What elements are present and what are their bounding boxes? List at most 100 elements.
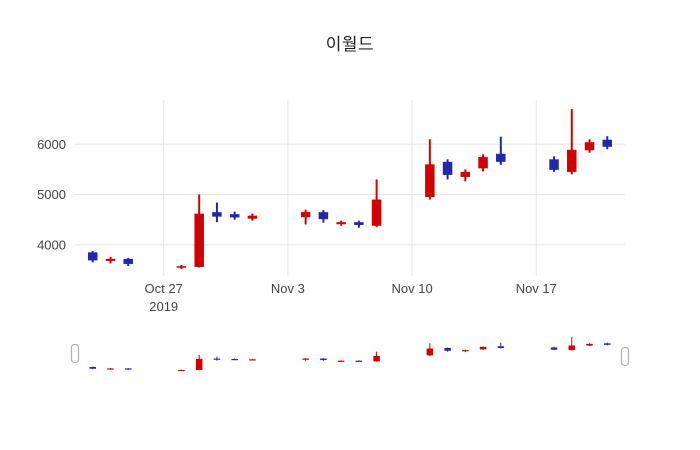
mini-candle [249, 358, 256, 361]
candle[interactable] [247, 213, 258, 221]
candle-body [444, 348, 451, 351]
chart-title: 이월드 [325, 35, 375, 54]
candle-body [229, 214, 240, 218]
candle-body [549, 159, 559, 170]
mini-candle [178, 369, 185, 372]
y-tick-label: 6000 [37, 137, 66, 152]
gridlines [75, 100, 625, 276]
candle-body [479, 346, 487, 350]
x-tick-label: Nov 17 [516, 281, 557, 296]
candle[interactable] [496, 136, 506, 165]
mini-candle [479, 346, 487, 351]
mini-candle [568, 336, 576, 351]
candle-body [442, 161, 453, 175]
candle-body [426, 348, 434, 356]
mini-candle [444, 347, 451, 352]
mini-candle [124, 368, 132, 370]
mini-candle [89, 366, 96, 370]
candle[interactable] [105, 256, 116, 264]
candle-body [194, 213, 204, 267]
candle[interactable] [442, 159, 453, 180]
candle-body [478, 157, 488, 169]
candle-body [497, 346, 505, 349]
rangeslider-handle-right[interactable] [620, 346, 630, 367]
candle[interactable] [584, 139, 595, 153]
mini-candle [302, 358, 309, 362]
y-tick-label: 5000 [37, 187, 66, 202]
mini-candle [355, 360, 363, 362]
candle[interactable] [567, 109, 577, 175]
candle-body [231, 358, 238, 361]
candle[interactable] [354, 220, 364, 228]
mini-candle [231, 358, 238, 361]
candle[interactable] [336, 220, 346, 226]
candle-body [302, 358, 309, 360]
x-tick-sublabel: 2019 [149, 299, 178, 314]
mini-candle [195, 354, 203, 371]
x-tick-label: Oct 27 [145, 281, 183, 296]
candle[interactable] [460, 169, 471, 182]
candle-body [89, 367, 96, 369]
candles-layer [87, 109, 613, 269]
mini-candle [107, 367, 114, 370]
candle-body [354, 222, 364, 225]
mini-candle [550, 346, 558, 351]
candle-body [604, 343, 611, 345]
candle-body [195, 358, 203, 371]
candle-body [124, 368, 132, 370]
mini-candle [604, 342, 611, 346]
mini-candle [586, 343, 593, 347]
candle-body [337, 360, 345, 362]
x-tick-label: Nov 3 [271, 281, 305, 296]
candle[interactable] [300, 209, 311, 225]
candle[interactable] [371, 179, 382, 228]
candle-body [176, 266, 187, 268]
mini-candle [320, 358, 327, 361]
rangeslider[interactable] [70, 333, 630, 374]
candle-body [105, 258, 116, 261]
x-axis-labels: Oct 27 2019 Nov 3 Nov 10 Nov 17 [145, 281, 557, 314]
candle-body [249, 359, 256, 361]
y-axis-labels: 4000 5000 6000 [37, 137, 66, 253]
mini-candle [337, 360, 345, 362]
candle-body [247, 215, 258, 219]
candle-body [584, 142, 595, 151]
candle[interactable] [318, 210, 329, 223]
candle[interactable] [194, 194, 204, 268]
rangeslider-track[interactable] [75, 333, 625, 374]
candle-body [320, 358, 327, 361]
candle-body [586, 343, 593, 346]
candle-body [300, 212, 311, 218]
candle[interactable] [478, 154, 488, 172]
candle[interactable] [212, 202, 222, 223]
candle-body [425, 164, 435, 198]
mini-candle [462, 349, 469, 353]
candle-body [460, 171, 471, 177]
candle-body [336, 222, 346, 225]
candle[interactable] [176, 264, 187, 269]
mini-candle [497, 342, 505, 349]
candle-body [462, 350, 469, 352]
candle-body [123, 258, 133, 264]
candle-body [178, 369, 185, 372]
rangeslider-handle-left[interactable] [70, 343, 80, 364]
mini-candle [373, 351, 380, 362]
candle[interactable] [87, 250, 98, 263]
mini-candle [213, 356, 221, 361]
candle-body [550, 347, 558, 350]
candle[interactable] [602, 136, 613, 150]
candle-body [602, 139, 613, 147]
candle-body [568, 345, 576, 351]
y-tick-label: 4000 [37, 237, 66, 252]
candle[interactable] [123, 257, 133, 266]
candle[interactable] [425, 139, 435, 200]
candle[interactable] [229, 211, 240, 220]
candle-body [567, 149, 577, 172]
candle-body [213, 358, 221, 360]
candle-body [355, 360, 363, 362]
candle-body [87, 252, 98, 261]
candle-body [107, 368, 114, 370]
candle[interactable] [549, 156, 559, 172]
x-tick-label: Nov 10 [391, 281, 432, 296]
